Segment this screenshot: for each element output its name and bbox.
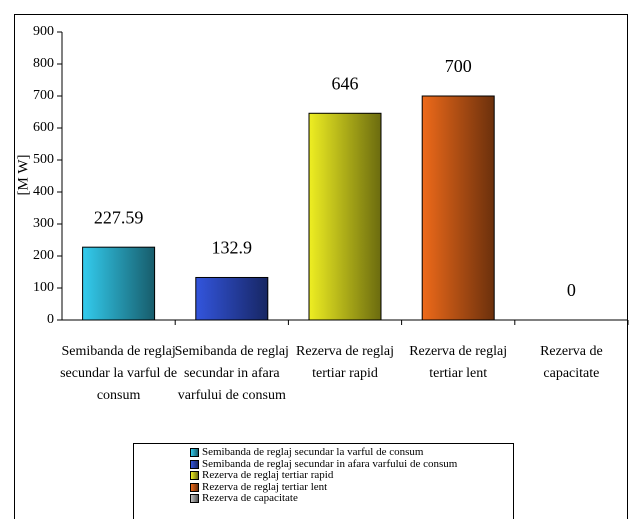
legend-entry: Rezerva de reglaj tertiar rapid	[190, 469, 513, 482]
legend-swatch	[190, 482, 199, 492]
y-tick-label: 700	[33, 88, 54, 103]
legend-swatch	[190, 459, 199, 469]
legend-swatch	[190, 471, 199, 481]
y-tick-label: 200	[33, 248, 54, 263]
y-axis-label: [M W]	[15, 155, 31, 196]
value-label: 646	[332, 73, 359, 93]
y-tick-label: 100	[33, 280, 54, 295]
legend-label: Rezerva de reglaj tertiar lent	[202, 480, 328, 493]
legend-entry: Rezerva de capacitate	[190, 492, 513, 505]
value-label: 0	[567, 280, 576, 300]
value-label: 227.59	[94, 207, 144, 227]
legend-entry: Semibanda de reglaj secundar la varful d…	[190, 446, 513, 459]
y-tick-label: 0	[47, 312, 54, 327]
legend-label: Semibanda de reglaj secundar in afara va…	[202, 457, 458, 470]
legend-swatch	[190, 494, 199, 504]
x-tick-label: Rezerva de reglaj tertiar lent	[409, 344, 508, 381]
y-tick-label: 900	[33, 24, 54, 39]
legend-label: Rezerva de reglaj tertiar rapid	[202, 469, 334, 481]
legend-entry: Rezerva de reglaj tertiar lent	[190, 480, 513, 494]
x-tick-label: Semibanda de reglaj secundar la varful d…	[60, 344, 178, 403]
bar	[82, 246, 156, 321]
frame	[14, 14, 628, 519]
x-tick-label: Rezerva de capacitate	[540, 344, 603, 381]
x-tick-label: Semibanda de reglaj secundar in afara va…	[174, 344, 289, 403]
y-tick-label: 300	[33, 216, 54, 231]
bar	[308, 112, 382, 321]
y-tick-label: 500	[33, 152, 54, 167]
y-tick-label: 600	[33, 120, 54, 135]
legend-swatch	[190, 448, 199, 458]
value-label: 700	[445, 56, 472, 76]
legend-label: Rezerva de capacitate	[202, 492, 298, 504]
legend: Semibanda de reglaj secundar la varful d…	[133, 443, 514, 519]
bar	[421, 95, 495, 321]
y-tick-label: 800	[33, 56, 54, 71]
legend-entry: Semibanda de reglaj secundar in afara va…	[190, 457, 513, 471]
bar	[195, 276, 269, 321]
x-tick-label: Rezerva de reglaj tertiar rapid	[296, 344, 394, 381]
value-label: 132.9	[212, 238, 253, 258]
legend-label: Semibanda de reglaj secundar la varful d…	[202, 446, 424, 458]
y-tick-label: 400	[33, 184, 54, 199]
